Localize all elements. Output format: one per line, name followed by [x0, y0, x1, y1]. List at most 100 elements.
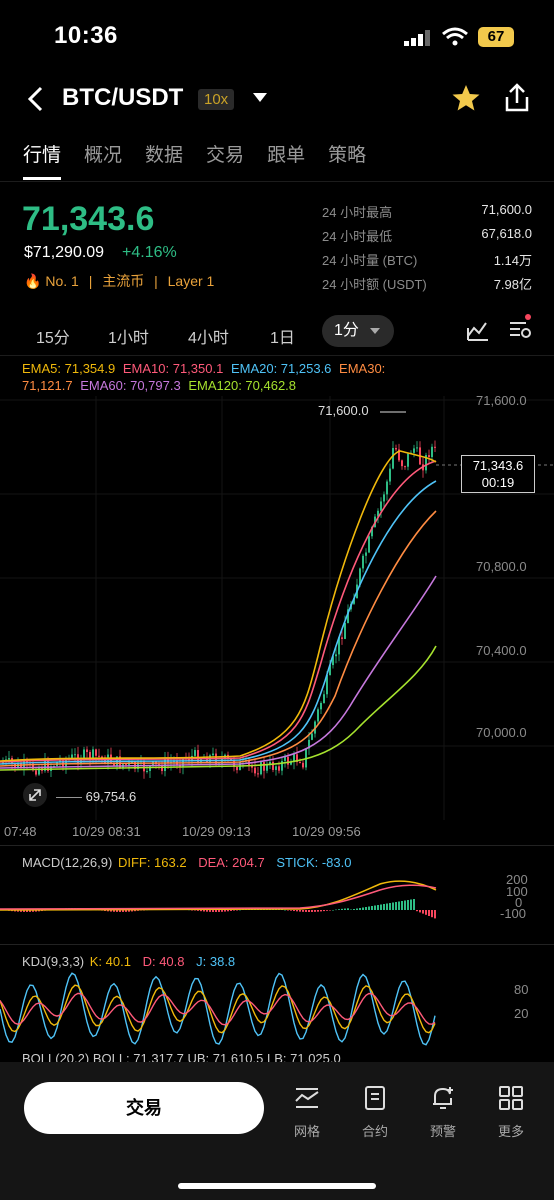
- candle-body: [401, 460, 403, 467]
- candle-body: [47, 760, 49, 771]
- divider: [0, 944, 554, 945]
- macd-bar: [410, 899, 412, 910]
- kdj-y-20: 20: [514, 1006, 529, 1021]
- contract-icon: [365, 1086, 385, 1110]
- macd-bar: [203, 910, 205, 912]
- macd-bar: [428, 910, 430, 916]
- back-icon[interactable]: [26, 86, 46, 112]
- candle-body: [332, 656, 334, 666]
- flame-icon: 🔥: [24, 273, 42, 289]
- candle-body: [278, 766, 280, 771]
- macd-bar: [374, 905, 376, 910]
- tab-strategy[interactable]: 策略: [328, 145, 367, 166]
- macd-bar: [107, 910, 109, 912]
- macd-bar: [302, 910, 304, 912]
- kdj-k: K: 40.1: [89, 954, 131, 969]
- macd-bar: [113, 910, 115, 912]
- pair-title[interactable]: BTC/USDT: [62, 84, 184, 111]
- macd-bar: [293, 910, 295, 912]
- interval-15m[interactable]: 15分: [36, 330, 70, 347]
- more-button[interactable]: 更多: [486, 1084, 536, 1140]
- tab-copy[interactable]: 跟单: [267, 145, 306, 166]
- macd-bar: [29, 910, 31, 912]
- candle-body: [86, 749, 88, 753]
- tab-data[interactable]: 数据: [145, 145, 184, 166]
- macd-bar: [131, 910, 133, 912]
- candle-body: [44, 760, 46, 771]
- macd-bar: [332, 909, 334, 911]
- candle-body: [434, 446, 436, 448]
- macd-bar: [137, 910, 139, 911]
- candle-body: [188, 758, 190, 761]
- candle-body: [254, 767, 256, 774]
- macd-bar: [326, 910, 328, 911]
- macd-bar: [398, 901, 400, 910]
- macd-bar: [407, 900, 409, 910]
- tab-market[interactable]: 行情: [23, 140, 62, 180]
- candle-body: [260, 762, 262, 775]
- candle-body: [101, 756, 103, 758]
- macd-stick: STICK: -83.0: [276, 855, 352, 870]
- candle-body: [380, 501, 382, 511]
- interval-1h[interactable]: 1小时: [108, 330, 149, 347]
- tag-category[interactable]: 主流币: [102, 273, 145, 289]
- price-change: +4.16%: [122, 244, 177, 261]
- alert-button[interactable]: 预警: [418, 1084, 468, 1140]
- interval-1d[interactable]: 1日: [270, 330, 295, 347]
- ema60-value: EMA60: 70,797.3: [80, 378, 181, 393]
- tab-trade[interactable]: 交易: [206, 145, 245, 166]
- macd-bar: [224, 910, 226, 912]
- candle-body: [89, 752, 91, 760]
- stat-amount-value: 7.98亿: [493, 277, 532, 292]
- star-icon[interactable]: [451, 83, 481, 113]
- candle-body: [299, 762, 301, 764]
- alert-bell-icon: [433, 1087, 453, 1109]
- contract-button[interactable]: 合约: [350, 1084, 400, 1140]
- fullscreen-icon[interactable]: [22, 782, 48, 808]
- high-marker-label: 71,600.0: [318, 403, 369, 418]
- candle-body: [338, 637, 340, 655]
- candle-body: [275, 766, 277, 770]
- macd-bar: [218, 910, 220, 912]
- candle-body: [431, 446, 433, 457]
- share-icon[interactable]: [504, 83, 530, 113]
- macd-bar: [191, 910, 193, 911]
- candle-body: [98, 755, 100, 757]
- macd-bar: [194, 910, 196, 911]
- more-label: 更多: [497, 1124, 524, 1139]
- tag-rank[interactable]: No. 1: [45, 273, 79, 289]
- indicator-icon[interactable]: [466, 320, 490, 342]
- candle-body: [272, 761, 274, 770]
- macd-bar: [434, 910, 436, 919]
- kdj-title: KDJ(9,3,3): [22, 954, 85, 969]
- chevron-down-icon[interactable]: [252, 92, 268, 104]
- grid-trading-icon: [295, 1088, 319, 1108]
- candle-body: [257, 773, 259, 775]
- macd-y-neg100: -100: [500, 906, 527, 921]
- interval-4h[interactable]: 4小时: [188, 330, 229, 347]
- tab-overview[interactable]: 概况: [84, 145, 123, 166]
- x-tick-0: 07:48: [4, 824, 37, 839]
- candle-body: [335, 654, 337, 657]
- macd-bar: [134, 910, 136, 912]
- macd-bar: [401, 901, 403, 910]
- macd-bar: [239, 909, 241, 911]
- ema20-value: EMA20: 71,253.6: [230, 361, 332, 376]
- interval-1m-selected[interactable]: 1分: [322, 315, 394, 347]
- kdj-chart[interactable]: [0, 972, 554, 1046]
- last-price-tag[interactable]: 71,343.6 00:19: [461, 455, 535, 493]
- macd-chart[interactable]: [0, 872, 554, 942]
- chart-settings-icon[interactable]: [508, 314, 534, 342]
- tag-layer[interactable]: Layer 1: [167, 273, 215, 289]
- macd-bar: [317, 910, 319, 912]
- trade-button[interactable]: 交易: [24, 1082, 264, 1134]
- candlestick-chart[interactable]: [0, 396, 554, 820]
- candle-body: [416, 447, 418, 449]
- candle-body: [113, 762, 115, 766]
- y-tick-70000: 70,000.0: [476, 725, 527, 740]
- candle-body: [197, 750, 199, 763]
- stat-vol-label: 24 小时量 (BTC): [322, 253, 418, 268]
- macd-bar: [305, 910, 307, 912]
- grid-button[interactable]: 网格: [282, 1084, 332, 1140]
- last-price: 71,343.6: [22, 200, 155, 238]
